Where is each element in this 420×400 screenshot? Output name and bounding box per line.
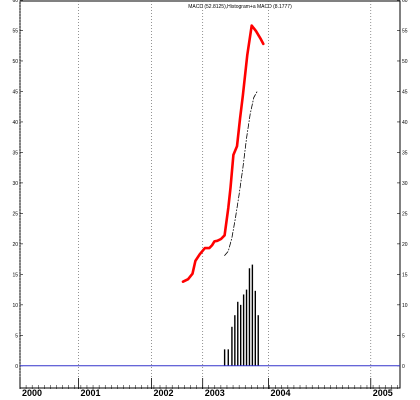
x-tick-label: 2001 (80, 388, 100, 398)
y-tick-label-left: 55 (12, 28, 18, 34)
x-tick-label: 2000 (22, 388, 42, 398)
y-tick-label-left: 50 (12, 59, 18, 65)
x-tick-label: 2005 (373, 388, 393, 398)
y-tick-label-right: 45 (402, 89, 408, 95)
y-tick-label-left: 20 (12, 242, 18, 248)
y-tick-label-left: 30 (12, 181, 18, 187)
chart-title: MACD (52.8125),Histogram+a MACD (8.1777) (188, 4, 292, 10)
y-tick-label-right: 40 (402, 120, 408, 126)
y-tick-label-right: 10 (402, 303, 408, 309)
y-tick-label-right: 15 (402, 272, 408, 278)
y-tick-label-left: 25 (12, 211, 18, 217)
y-tick-label-left: 35 (12, 150, 18, 156)
x-tick-label: 2004 (270, 388, 290, 398)
y-tick-label-right: 30 (402, 181, 408, 187)
macd-line (181, 24, 265, 284)
y-tick-label-left: 15 (12, 272, 18, 278)
y-tick-label-left: 5 (15, 333, 18, 339)
y-tick-label-left: 0 (15, 364, 18, 370)
y-tick-label-right: 60 (402, 0, 408, 4)
y-tick-label-right: 35 (402, 150, 408, 156)
y-tick-label-left: 40 (12, 120, 18, 126)
x-tick-label: 2003 (205, 388, 225, 398)
y-tick-label-right: 5 (402, 333, 405, 339)
y-tick-label-right: 0 (402, 364, 405, 370)
y-tick-label-left: 45 (12, 89, 18, 95)
y-tick-label-right: 25 (402, 211, 408, 217)
x-tick-label: 2002 (154, 388, 174, 398)
plot-frame (19, 0, 401, 389)
y-tick-label-right: 50 (402, 59, 408, 65)
signal-line (224, 90, 258, 256)
y-tick-label-right: 20 (402, 242, 408, 248)
y-tick-label-right: 55 (402, 28, 408, 34)
y-tick-label-left: 10 (12, 303, 18, 309)
y-tick-label-left: 60 (12, 0, 18, 4)
